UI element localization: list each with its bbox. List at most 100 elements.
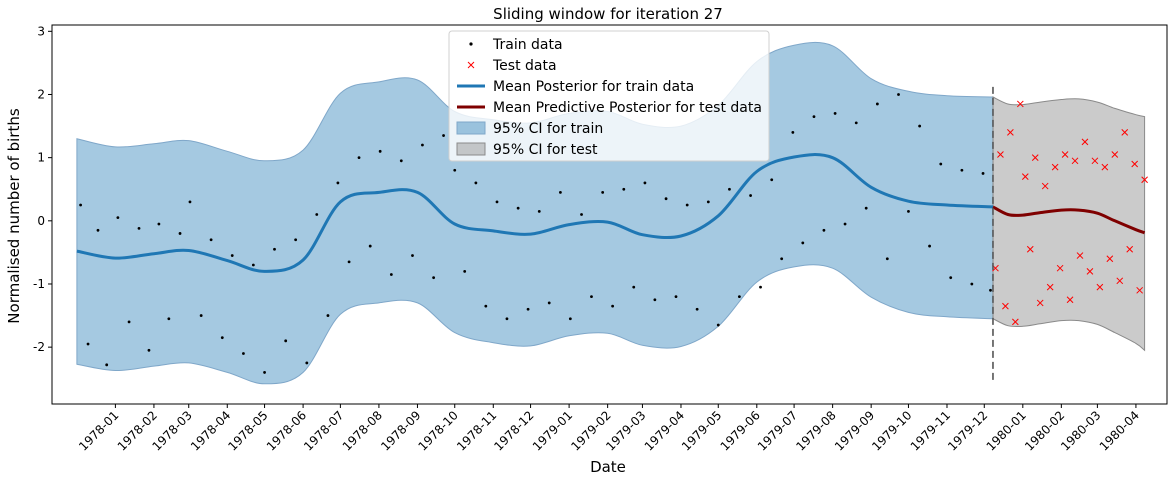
- point-test-data: [1031, 154, 1039, 162]
- point-train-data: [568, 317, 572, 321]
- y-axis-label: Normalised number of births: [5, 108, 23, 324]
- band-95-ci-for-test: [992, 96, 1146, 352]
- point-train-data: [474, 181, 478, 185]
- legend-item: Mean Posterior for train data: [457, 79, 694, 95]
- point-train-data: [885, 257, 889, 261]
- chart-title: Sliding window for iteration 27: [493, 5, 723, 23]
- point-test-data-stroke: [1076, 252, 1084, 259]
- point-train-data: [242, 352, 245, 355]
- point-train-data: [833, 112, 837, 115]
- point-test-data-stroke: [1121, 129, 1129, 136]
- point-train-data: [907, 209, 910, 213]
- point-test-data-stroke: [1066, 296, 1074, 304]
- point-test-data: [1002, 302, 1009, 310]
- point-test-data-stroke: [1021, 173, 1029, 180]
- point-test-data-stroke: [997, 151, 1004, 158]
- y-tick-label: -1: [33, 277, 45, 291]
- point-train-data: [547, 301, 551, 305]
- point-train-data: [749, 194, 752, 197]
- point-train-data: [368, 244, 372, 248]
- point-train-data: [601, 190, 605, 194]
- point-test-data-stroke: [1046, 283, 1054, 291]
- point-train-data: [305, 361, 309, 365]
- point-test-data-stroke: [1041, 182, 1049, 190]
- legend-box: [448, 30, 770, 162]
- legend-label: Mean Posterior for train data: [493, 79, 694, 95]
- point-test-data: [1051, 163, 1059, 171]
- point-test-data: [1111, 151, 1119, 158]
- point-train-data: [199, 314, 203, 317]
- point-test-data-stroke: [992, 264, 999, 272]
- y-tick-label: 1: [37, 151, 45, 165]
- point-train-data: [116, 216, 120, 220]
- point-train-data: [537, 209, 541, 213]
- legend-swatch: [456, 121, 486, 135]
- point-train-data: [463, 269, 467, 273]
- point-train-data: [812, 115, 816, 118]
- legend: Train data Test data Mean Posterior for tr…: [448, 30, 770, 162]
- point-test-data: [1136, 286, 1144, 294]
- point-train-data: [611, 304, 615, 308]
- point-train-data: [695, 307, 699, 311]
- point-train-data: [559, 190, 562, 194]
- point-train-data: [516, 206, 520, 210]
- point-train-data: [706, 200, 710, 204]
- point-test-data-stroke: [1131, 160, 1139, 168]
- point-train-data: [284, 339, 288, 343]
- point-test-data-stroke: [1126, 245, 1134, 253]
- legend-item: Mean Predictive Posterior for test data: [457, 100, 762, 116]
- point-train-data: [178, 232, 182, 235]
- point-train-data: [622, 187, 626, 191]
- point-train-data: [188, 200, 192, 204]
- point-train-data: [643, 181, 647, 185]
- point-test-data: [1086, 267, 1094, 275]
- point-test-data-stroke: [1116, 277, 1124, 285]
- point-train-data: [484, 304, 488, 308]
- point-train-data: [632, 285, 636, 289]
- point-test-data: [1007, 129, 1014, 136]
- point-train-data: [294, 238, 298, 242]
- legend-label: Mean Predictive Posterior for test data: [493, 100, 762, 116]
- point-train-data: [653, 298, 657, 302]
- point-train-data: [822, 228, 826, 232]
- point-train-data: [96, 228, 100, 232]
- point-train-data: [442, 134, 445, 137]
- legend-label: 95% CI for train: [493, 121, 603, 137]
- point-train-data: [960, 168, 964, 172]
- point-train-data: [263, 371, 266, 374]
- point-train-data: [875, 102, 879, 106]
- point-train-data: [251, 263, 255, 267]
- point-train-data: [220, 336, 224, 340]
- x-axis-label: Date: [590, 458, 626, 476]
- point-train-data: [315, 213, 319, 216]
- point-test-data-stroke: [1031, 154, 1039, 162]
- point-train-data: [347, 260, 351, 264]
- point-train-data: [580, 213, 583, 216]
- point-test-data-stroke: [1051, 163, 1059, 171]
- point-test-data-stroke: [1036, 299, 1044, 307]
- point-test-data: [1101, 163, 1109, 171]
- point-train-data: [854, 121, 858, 125]
- point-train-data: [590, 295, 593, 299]
- point-test-data: [1041, 182, 1049, 190]
- point-test-data-stroke: [1016, 100, 1024, 108]
- point-test-data: [997, 151, 1004, 158]
- point-train-data: [674, 295, 678, 299]
- point-train-data: [801, 241, 805, 245]
- point-train-data: [897, 93, 900, 96]
- point-test-data: [1121, 129, 1129, 136]
- point-train-data: [127, 320, 131, 324]
- point-train-data: [167, 317, 171, 321]
- point-train-data: [939, 162, 943, 166]
- point-train-data: [326, 314, 330, 317]
- point-train-data: [495, 200, 499, 204]
- point-train-data: [970, 282, 974, 286]
- point-train-data: [928, 244, 931, 248]
- y-tick-label: -2: [33, 340, 45, 354]
- point-train-data: [791, 130, 795, 134]
- point-train-data: [716, 323, 720, 327]
- point-test-data-stroke: [1091, 157, 1099, 165]
- point-train-data: [432, 276, 436, 280]
- point-test-data: [1071, 157, 1079, 165]
